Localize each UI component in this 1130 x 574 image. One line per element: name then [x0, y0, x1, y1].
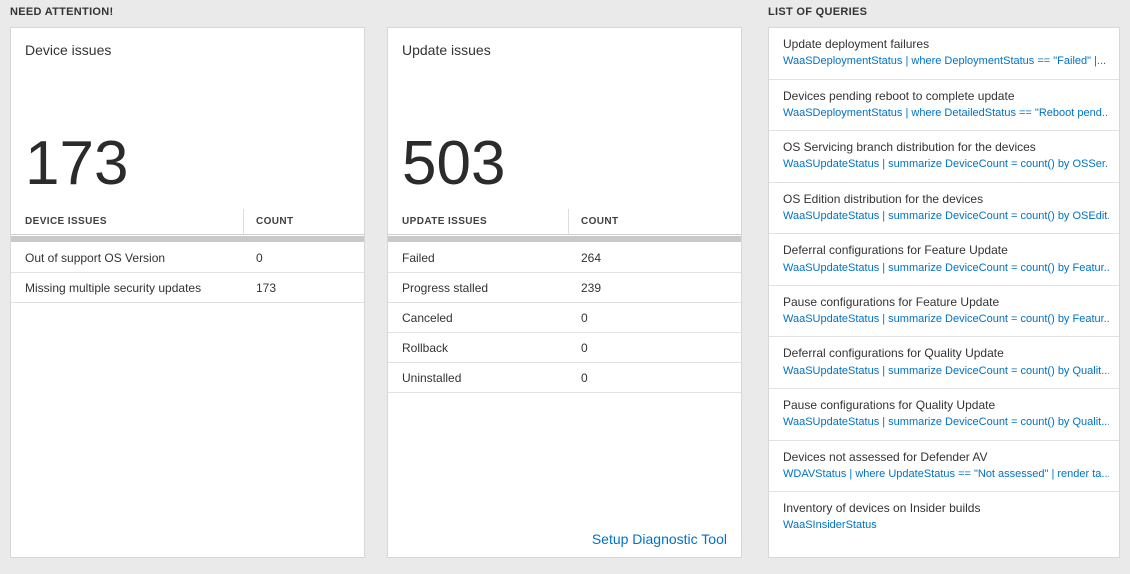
table-header-row: UPDATE ISSUES COUNT — [388, 209, 741, 235]
query-title: OS Servicing branch distribution for the… — [783, 140, 1036, 155]
query-item[interactable]: Pause configurations for Feature Update … — [769, 286, 1119, 338]
issue-count: 0 — [581, 340, 588, 355]
query-item[interactable]: Inventory of devices on Insider builds W… — [769, 492, 1119, 543]
query-link[interactable]: WaaSUpdateStatus | summarize DeviceCount… — [783, 209, 1109, 222]
query-title: Pause configurations for Quality Update — [783, 398, 996, 413]
query-item[interactable]: Deferral configurations for Feature Upda… — [769, 234, 1119, 286]
queries-panel: Update deployment failures WaaSDeploymen… — [768, 27, 1120, 558]
table-row[interactable]: Canceled 0 — [388, 303, 741, 333]
table-body: Out of support OS Version 0 Missing mult… — [11, 243, 364, 303]
table-body: Failed 264 Progress stalled 239 Canceled… — [388, 243, 741, 393]
query-title: Inventory of devices on Insider builds — [783, 501, 981, 516]
issue-count: 239 — [581, 280, 602, 295]
query-item[interactable]: Pause configurations for Quality Update … — [769, 389, 1119, 441]
query-item[interactable]: Update deployment failures WaaSDeploymen… — [769, 28, 1119, 80]
query-link[interactable]: WaaSUpdateStatus | summarize DeviceCount… — [783, 364, 1109, 377]
query-title: Devices pending reboot to complete updat… — [783, 88, 1015, 103]
column-header-update-issues: UPDATE ISSUES — [388, 209, 569, 234]
query-title: Deferral configurations for Quality Upda… — [783, 346, 1004, 361]
issue-count: 0 — [581, 310, 588, 325]
table-row[interactable]: Out of support OS Version 0 — [11, 243, 364, 273]
issue-label: Out of support OS Version — [25, 250, 166, 265]
device-issues-big-number[interactable]: 173 — [25, 129, 129, 198]
horizontal-scrollbar[interactable] — [11, 236, 364, 242]
issue-count: 173 — [256, 280, 277, 295]
issue-count: 264 — [581, 250, 602, 265]
query-item[interactable]: OS Edition distribution for the devices … — [769, 183, 1119, 235]
query-title: Update deployment failures — [783, 37, 930, 51]
issue-label: Uninstalled — [402, 370, 462, 385]
query-link[interactable]: WaaSUpdateStatus | summarize DeviceCount… — [783, 158, 1109, 171]
query-link[interactable]: WaaSUpdateStatus | summarize DeviceCount… — [783, 313, 1109, 326]
table-row[interactable]: Missing multiple security updates 173 — [11, 273, 364, 303]
query-link[interactable]: WaaSUpdateStatus | summarize DeviceCount… — [783, 416, 1109, 429]
update-issues-title: Update issues — [402, 42, 491, 58]
query-item[interactable]: Devices pending reboot to complete updat… — [769, 80, 1119, 132]
list-of-queries-header: LIST OF QUERIES — [768, 6, 868, 18]
issue-label: Rollback — [402, 340, 449, 355]
column-header-count: COUNT — [581, 216, 619, 227]
table-row[interactable]: Uninstalled 0 — [388, 363, 741, 393]
update-issues-table: UPDATE ISSUES COUNT Failed 264 Progress … — [388, 209, 741, 393]
horizontal-scrollbar[interactable] — [388, 236, 741, 242]
query-link[interactable]: WaaSInsiderStatus — [783, 519, 877, 532]
query-title: Pause configurations for Feature Update — [783, 294, 1000, 309]
issue-count: 0 — [256, 250, 263, 265]
query-title: Devices not assessed for Defender AV — [783, 449, 988, 464]
device-issues-table: DEVICE ISSUES COUNT Out of support OS Ve… — [11, 209, 364, 303]
table-row[interactable]: Rollback 0 — [388, 333, 741, 363]
query-title: Deferral configurations for Feature Upda… — [783, 243, 1008, 258]
table-row[interactable]: Failed 264 — [388, 243, 741, 273]
column-header-device-issues: DEVICE ISSUES — [11, 209, 244, 234]
query-title: OS Edition distribution for the devices — [783, 191, 984, 206]
query-link[interactable]: WaaSDeploymentStatus | where DeploymentS… — [783, 55, 1107, 68]
issue-count: 0 — [581, 370, 588, 385]
query-link[interactable]: WaaSDeploymentStatus | where DetailedSta… — [783, 106, 1109, 119]
issue-label: Missing multiple security updates — [25, 280, 202, 295]
table-row[interactable]: Progress stalled 239 — [388, 273, 741, 303]
table-header-row: DEVICE ISSUES COUNT — [11, 209, 364, 235]
query-item[interactable]: Deferral configurations for Quality Upda… — [769, 337, 1119, 390]
queries-list: Update deployment failures WaaSDeploymen… — [769, 28, 1119, 543]
need-attention-header: NEED ATTENTION! — [10, 6, 114, 18]
query-link[interactable]: WDAVStatus | where UpdateStatus == "Not … — [783, 467, 1109, 480]
query-item[interactable]: Devices not assessed for Defender AV WDA… — [769, 441, 1119, 493]
issue-label: Canceled — [402, 310, 453, 325]
query-item[interactable]: OS Servicing branch distribution for the… — [769, 131, 1119, 183]
column-header-count: COUNT — [256, 216, 294, 227]
update-issues-big-number[interactable]: 503 — [402, 129, 506, 198]
update-issues-card: Update issues 503 UPDATE ISSUES COUNT Fa… — [387, 27, 742, 558]
issue-label: Progress stalled — [402, 280, 489, 295]
setup-diagnostic-tool-link[interactable]: Setup Diagnostic Tool — [591, 531, 727, 547]
issue-label: Failed — [402, 250, 435, 265]
device-issues-card: Device issues 173 DEVICE ISSUES COUNT Ou… — [10, 27, 365, 558]
query-link[interactable]: WaaSUpdateStatus | summarize DeviceCount… — [783, 261, 1109, 274]
device-issues-title: Device issues — [25, 42, 112, 58]
